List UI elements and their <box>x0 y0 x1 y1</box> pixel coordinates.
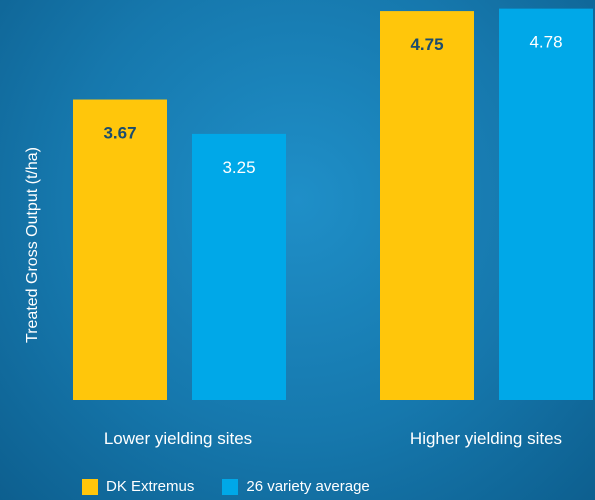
bar-variety-average-lower <box>192 133 286 400</box>
legend-swatch-variety-average <box>222 478 239 495</box>
bar-dk-extremus-higher <box>380 11 474 400</box>
data-label-variety-average-higher: 4.78 <box>529 33 562 52</box>
legend-item-variety-average: 26 variety average <box>222 478 370 495</box>
data-label-dk-extremus-higher: 4.75 <box>410 35 443 54</box>
legend: DK Extremus 26 variety average <box>82 478 370 495</box>
bar-variety-average-higher <box>499 8 593 400</box>
bar-chart: Treated Gross Output (t/ha) 3.67 4.75 3.25… <box>24 8 593 448</box>
category-label-higher: Higher yielding sites <box>410 429 562 448</box>
legend-label-variety-average: 26 variety average <box>246 478 370 495</box>
bar-dk-extremus-lower <box>73 99 167 401</box>
legend-swatch-dk-extremus <box>82 478 98 495</box>
legend-item-dk-extremus: DK Extremus <box>82 478 194 495</box>
y-axis-label: Treated Gross Output (t/ha) <box>24 147 41 343</box>
bars-group: 3.67 4.75 3.25 4.78 <box>73 8 593 401</box>
data-label-dk-extremus-lower: 3.67 <box>103 124 136 143</box>
legend-label-dk-extremus: DK Extremus <box>106 478 195 495</box>
data-label-variety-average-lower: 3.25 <box>222 158 255 177</box>
category-label-lower: Lower yielding sites <box>104 429 252 448</box>
